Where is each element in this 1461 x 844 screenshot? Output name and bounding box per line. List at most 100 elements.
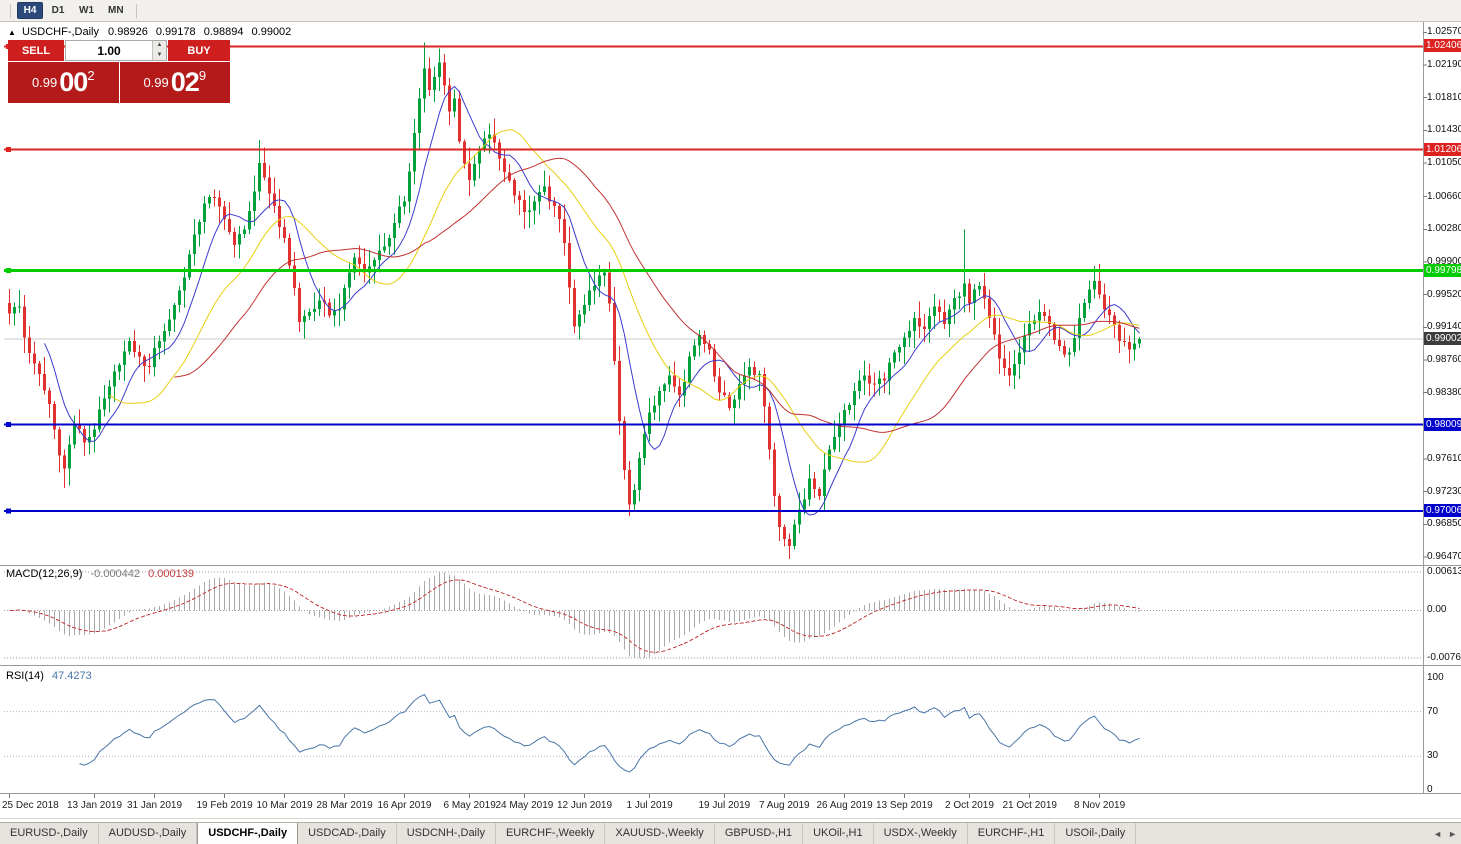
chart-frame	[0, 22, 1461, 819]
candlestick-series	[8, 42, 1141, 560]
macd-axis-label: 0.00613	[1427, 566, 1461, 577]
time-axis-label: 16 Apr 2019	[377, 800, 432, 811]
price-line-badge: 0.98009	[1424, 417, 1461, 431]
trade-prices-row: 0.99 00 2 0.99 02 9	[8, 62, 230, 103]
time-axis-label: 19 Jul 2019	[698, 800, 751, 811]
rsi-axis-label: 70	[1427, 705, 1439, 717]
time-axis-label: 28 Mar 2019	[316, 800, 373, 811]
tab-scroll-right-icon[interactable]: ►	[1448, 829, 1457, 839]
chart-tab-audusd-daily[interactable]: AUDUSD-,Daily	[99, 823, 198, 844]
chart-tab-usdx-weekly[interactable]: USDX-,Weekly	[874, 823, 968, 844]
sell-button[interactable]: SELL	[8, 40, 64, 61]
chart-tab-usdcnh-daily[interactable]: USDCNH-,Daily	[397, 823, 496, 844]
ohlc-close: 0.99002	[251, 26, 292, 38]
volume-spin-buttons: ▲ ▼	[152, 41, 166, 60]
chart-tab-ukoil-h1[interactable]: UKOil-,H1	[803, 823, 874, 844]
price-axis-label: 0.99520	[1427, 288, 1461, 300]
price-axis-label: 1.01430	[1427, 124, 1461, 136]
rsi-axis-label: 100	[1427, 672, 1444, 683]
chart-tab-bar: EURUSD-,Daily AUDUSD-,Daily USDCHF-,Daily U…	[0, 822, 1461, 844]
toolbar-separator	[135, 3, 137, 18]
time-axis-label: 1 Jul 2019	[626, 800, 673, 811]
time-axis-label: 8 Nov 2019	[1074, 800, 1126, 811]
moving-averages	[44, 85, 1140, 516]
buy-price-big: 02	[170, 67, 200, 97]
price-axis-label: 1.00280	[1427, 223, 1461, 235]
chart-tab-usoil-daily[interactable]: USOil-,Daily	[1055, 823, 1137, 844]
price-axis-label: 1.02190	[1427, 58, 1461, 70]
one-click-trading-panel: SELL ▲ ▼ BUY 0.99 00 2 0.99 02 9	[8, 40, 230, 103]
macd-name: MACD(12,26,9)	[6, 568, 83, 580]
buy-price[interactable]: 0.99 02 9	[119, 62, 230, 103]
chart-tab-eurchf-weekly[interactable]: EURCHF-,Weekly	[496, 823, 606, 844]
toolbar-separator	[10, 3, 11, 18]
chart-symbol-label: USDCHF-,Daily	[21, 26, 99, 38]
sell-price-sup: 2	[87, 68, 95, 83]
price-axis-label: 0.97610	[1427, 452, 1461, 464]
horizontal-line-objects	[4, 43, 1423, 514]
timeframe-button-mn[interactable]: MN	[102, 2, 130, 19]
chart-title: ▲ USDCHF-,Daily 0.98926 0.99178 0.98894 …	[8, 26, 296, 38]
price-axis-label: 0.99900	[1427, 255, 1461, 267]
tab-scroll-arrows: ◄ ►	[1433, 823, 1457, 844]
rsi-label: RSI(14) 47.4273	[6, 670, 97, 682]
time-axis-label: 7 Aug 2019	[759, 800, 810, 811]
price-line-badge: 1.02406	[1424, 39, 1461, 53]
time-axis[interactable]: 25 Dec 2018 13 Jan 2019 31 Jan 2019 19 Feb …	[0, 796, 1423, 818]
price-axis-label: 0.96850	[1427, 518, 1461, 530]
macd-axis-label: 0.00	[1427, 604, 1447, 616]
macd-value: -0.000442	[90, 568, 141, 580]
time-axis-label: 13 Sep 2019	[876, 800, 933, 811]
rsi-value: 47.4273	[51, 670, 92, 682]
tab-scroll-left-icon[interactable]: ◄	[1433, 829, 1443, 839]
sell-price-prefix: 0.99	[31, 75, 58, 90]
chart-tab-usdchf-daily[interactable]: USDCHF-,Daily	[197, 823, 299, 844]
trade-buttons-row: SELL ▲ ▼ BUY	[8, 40, 230, 61]
ohlc-high: 0.99178	[155, 26, 196, 38]
volume-input[interactable]	[66, 41, 152, 60]
time-axis-label: 25 Dec 2018	[2, 800, 59, 811]
buy-price-prefix: 0.99	[143, 75, 169, 90]
rsi-name: RSI(14)	[6, 670, 44, 682]
buy-button[interactable]: BUY	[168, 40, 230, 61]
price-axis[interactable]: 1.02570 1.02190 1.01810 1.01430 1.01050 1.006…	[1424, 0, 1461, 820]
timeframe-button-h4[interactable]: H4	[17, 2, 43, 19]
chart-tab-eurchf-h1[interactable]: EURCHF-,H1	[968, 823, 1056, 844]
chart-tab-xauusd-weekly[interactable]: XAUUSD-,Weekly	[605, 823, 715, 844]
price-line-badge: 0.97006	[1424, 503, 1461, 517]
chart-tab-eurusd-daily[interactable]: EURUSD-,Daily	[0, 823, 99, 844]
price-axis-label: 0.97230	[1427, 485, 1461, 497]
current-price-badge: 0.99002	[1424, 332, 1461, 346]
time-axis-label: 31 Jan 2019	[127, 800, 183, 811]
time-axis-label: 10 Mar 2019	[256, 800, 313, 811]
ohlc-low: 0.98894	[203, 26, 244, 38]
sell-price[interactable]: 0.99 00 2	[8, 62, 119, 103]
chart-tab-gbpusd-h1[interactable]: GBPUSD-,H1	[715, 823, 804, 844]
time-axis-label: 21 Oct 2019	[1002, 800, 1057, 811]
timeframe-button-d1[interactable]: D1	[45, 2, 71, 19]
time-axis-label: 24 May 2019	[495, 800, 554, 811]
price-line-badge: 0.99798	[1424, 263, 1461, 277]
timeframe-button-w1[interactable]: W1	[73, 2, 100, 19]
time-axis-label: 2 Oct 2019	[945, 800, 994, 811]
rsi-axis-label: 30	[1427, 750, 1439, 762]
price-axis-label: 1.00660	[1427, 190, 1461, 202]
timeframe-button-group: H4 D1 W1 MN	[17, 2, 130, 19]
toolbar: H4 D1 W1 MN	[0, 0, 1461, 22]
buy-price-sup: 9	[198, 68, 207, 83]
volume-decrease-button[interactable]: ▼	[153, 50, 166, 60]
price-axis-label: 1.01810	[1427, 91, 1461, 103]
price-axis-label: 0.96470	[1427, 550, 1461, 562]
volume-increase-button[interactable]: ▲	[153, 41, 166, 51]
sell-price-big: 00	[59, 67, 88, 97]
price-axis-label: 0.98380	[1427, 386, 1461, 398]
volume-spinner[interactable]: ▲ ▼	[65, 40, 167, 61]
rsi-indicator	[4, 693, 1423, 773]
price-axis-label: 0.98760	[1427, 354, 1461, 365]
macd-label: MACD(12,26,9) -0.000442 0.000139	[6, 568, 199, 580]
chart-tab-usdcad-daily[interactable]: USDCAD-,Daily	[298, 823, 397, 844]
time-axis-label: 6 May 2019	[443, 800, 496, 811]
